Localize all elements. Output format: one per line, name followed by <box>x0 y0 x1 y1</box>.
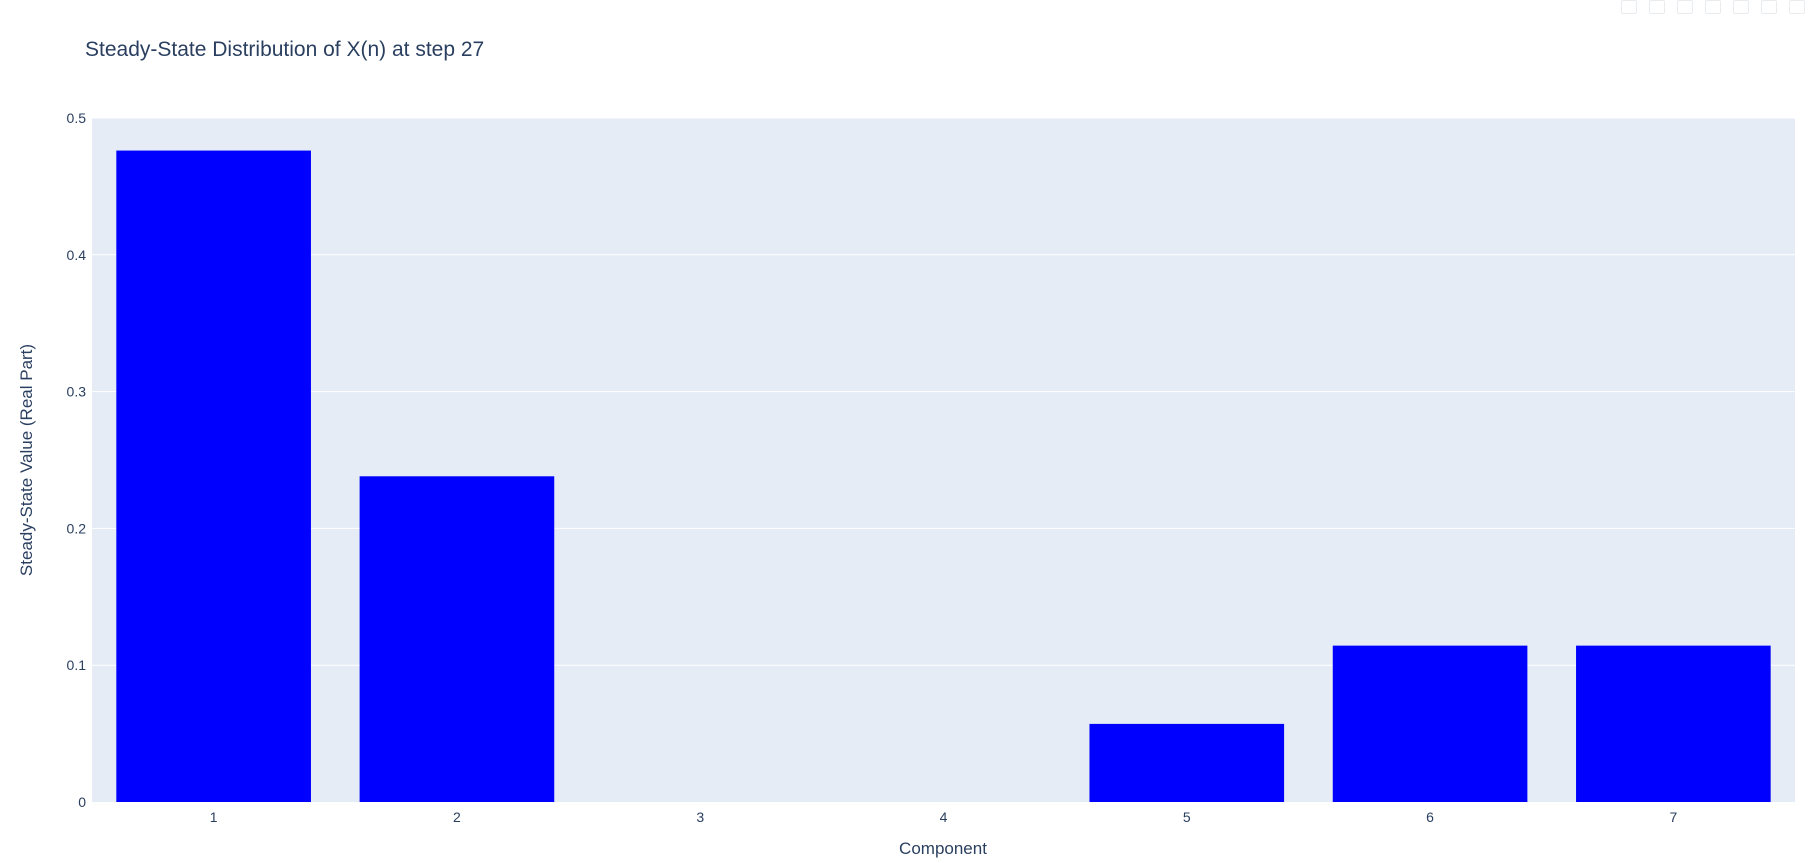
y-axis-title: Steady-State Value (Real Part) <box>17 344 36 576</box>
x-tick-labels: 1 2 3 4 5 6 7 <box>210 809 1678 825</box>
bar-1[interactable] <box>116 150 311 802</box>
bars <box>116 150 1771 802</box>
x-tick-label: 3 <box>696 809 704 825</box>
y-tick-labels: 0 0.1 0.2 0.3 0.4 0.5 <box>67 110 87 810</box>
bar-5[interactable] <box>1089 723 1285 802</box>
bar-6[interactable] <box>1332 645 1528 802</box>
plot-area <box>92 118 1795 802</box>
x-tick-label: 1 <box>210 809 218 825</box>
pan-icon[interactable] <box>1677 0 1693 14</box>
zoom-icon[interactable] <box>1649 0 1665 14</box>
y-tick-label: 0.2 <box>67 520 87 536</box>
reset-axes-icon[interactable] <box>1789 0 1805 14</box>
x-tick-label: 5 <box>1183 809 1191 825</box>
y-tick-label: 0 <box>78 794 86 810</box>
y-tick-label: 0.4 <box>67 247 87 263</box>
bar-2[interactable] <box>359 476 555 802</box>
x-tick-label: 6 <box>1426 809 1434 825</box>
chart-modebar[interactable] <box>1621 0 1805 14</box>
zoom-in-icon[interactable] <box>1705 0 1721 14</box>
x-tick-label: 2 <box>453 809 461 825</box>
x-tick-label: 7 <box>1669 809 1677 825</box>
bar-7[interactable] <box>1576 645 1771 802</box>
x-tick-label: 4 <box>940 809 948 825</box>
y-tick-label: 0.3 <box>67 384 87 400</box>
y-tick-label: 0.5 <box>67 110 87 126</box>
y-tick-label: 0.1 <box>67 657 87 673</box>
chart-title: Steady-State Distribution of X(n) at ste… <box>85 38 484 61</box>
x-axis-title: Component <box>899 839 987 858</box>
camera-icon[interactable] <box>1621 0 1637 14</box>
zoom-out-icon[interactable] <box>1733 0 1749 14</box>
autoscale-icon[interactable] <box>1761 0 1777 14</box>
